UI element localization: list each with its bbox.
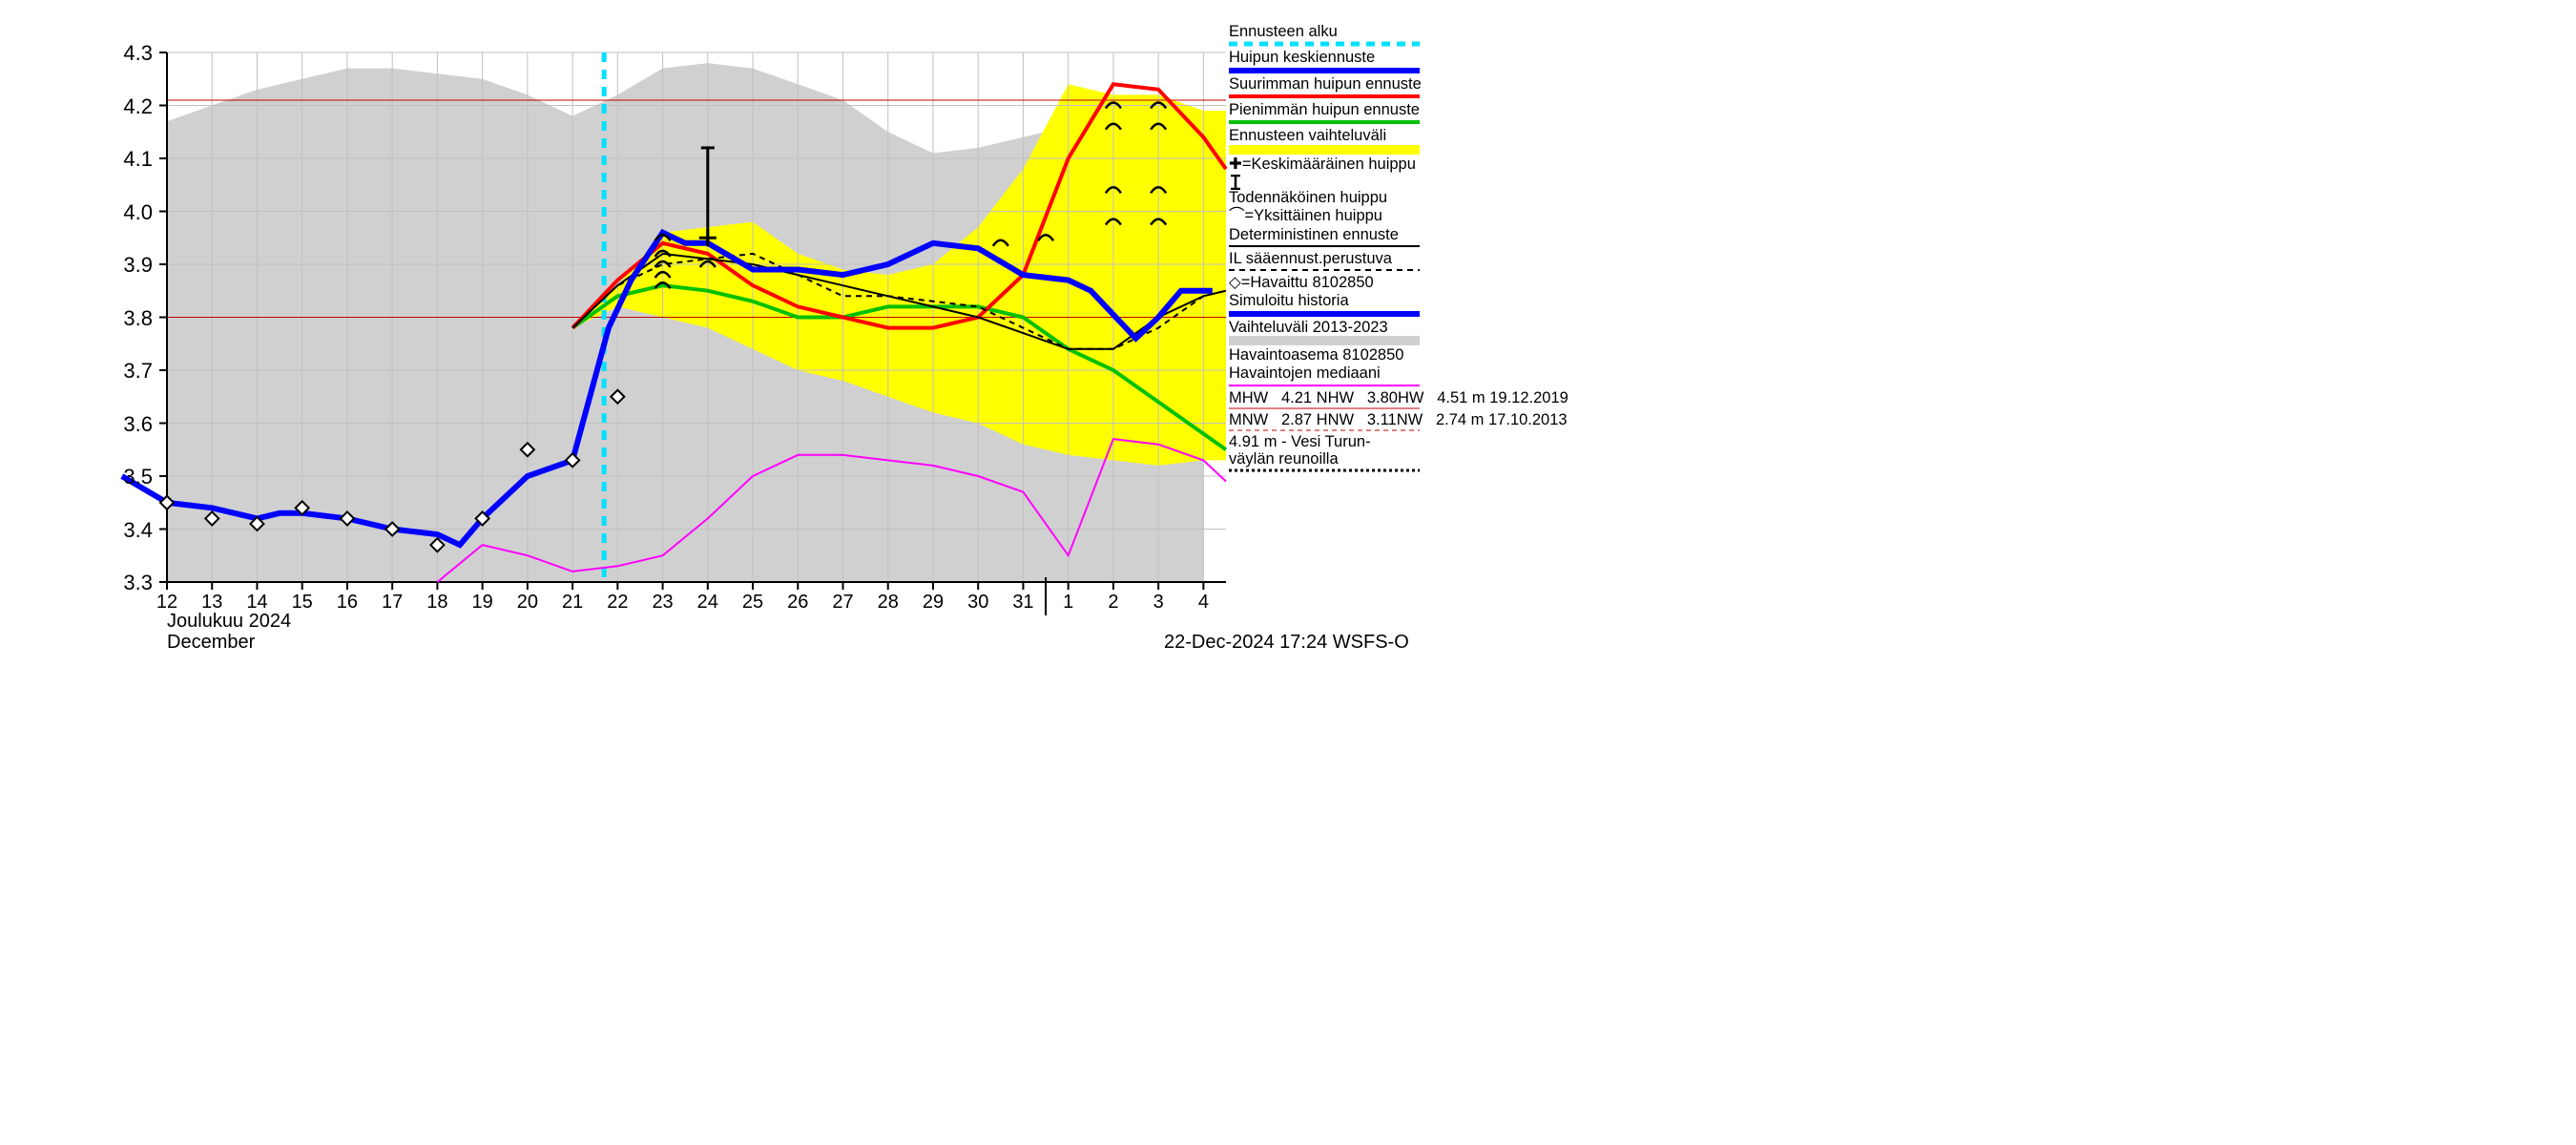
x-tick: 15 — [288, 592, 317, 614]
legend-item: Deterministinen ennuste — [1229, 227, 1429, 251]
x-tick: 25 — [738, 592, 767, 614]
y-tick: 3.6 — [95, 412, 153, 437]
y-tick: 4.3 — [95, 41, 153, 66]
legend-item: Todennäköinen huippu — [1229, 175, 1429, 208]
legend-item: ⌒=Yksittäinen huippu — [1229, 208, 1429, 226]
y-tick: 3.3 — [95, 571, 153, 595]
legend: Ennusteen alkuHuipun keskiennusteSuurimm… — [1229, 24, 1429, 475]
legend-item: Simuloitu historia — [1229, 293, 1429, 319]
x-tick: 26 — [783, 592, 812, 614]
legend-item: Vaihteluväli 2013-2023 — [1229, 320, 1429, 347]
timestamp-label: 22-Dec-2024 17:24 WSFS-O — [1164, 632, 1409, 654]
x-tick: 4 — [1189, 592, 1217, 614]
legend-item: Pienimmän huipun ennuste — [1229, 102, 1429, 128]
x-tick: 20 — [513, 592, 542, 614]
legend-item: IL sääennust.perustuva — [1229, 251, 1429, 275]
legend-stats: MHW 4.21 NHW 3.80HW 4.51 m 19.12.2019 — [1229, 390, 1429, 412]
y-tick: 3.8 — [95, 306, 153, 331]
y-tick: 3.4 — [95, 518, 153, 543]
x-tick: 30 — [964, 592, 992, 614]
legend-item: Huipun keskiennuste — [1229, 50, 1429, 75]
chart-container: Vedenkorkeus, 8102850 Espoonjoki, mootto… — [0, 0, 1431, 668]
chart-svg — [0, 0, 1431, 668]
x-tick: 27 — [829, 592, 858, 614]
legend-item: Ennusteen alku — [1229, 24, 1429, 50]
x-tick: 18 — [423, 592, 451, 614]
x-tick: 22 — [603, 592, 632, 614]
y-tick: 3.7 — [95, 359, 153, 384]
x-tick: 23 — [649, 592, 677, 614]
x-tick: 31 — [1008, 592, 1037, 614]
x-tick: 1 — [1054, 592, 1083, 614]
legend-item: ◇=Havaittu 8102850 — [1229, 275, 1429, 293]
legend-stats: 4.91 m - Vesi Turun-väylän reunoilla — [1229, 434, 1429, 475]
x-tick: 17 — [378, 592, 406, 614]
legend-item: Suurimman huipun ennuste — [1229, 76, 1429, 102]
month-label-fi: Joulukuu 2024 — [167, 611, 291, 633]
legend-item: ✚=Keskimääräinen huippu — [1229, 156, 1429, 175]
y-tick: 4.1 — [95, 147, 153, 172]
x-tick: 3 — [1144, 592, 1173, 614]
y-tick: 3.9 — [95, 253, 153, 278]
x-tick: 21 — [558, 592, 587, 614]
x-tick: 24 — [694, 592, 722, 614]
x-tick: 28 — [874, 592, 903, 614]
y-tick: 4.0 — [95, 200, 153, 225]
month-label-en: December — [167, 632, 255, 654]
x-tick: 2 — [1099, 592, 1128, 614]
legend-item: Havaintojen mediaani — [1229, 365, 1429, 389]
legend-item: Ennusteen vaihteluväli — [1229, 128, 1429, 156]
y-tick: 3.5 — [95, 465, 153, 489]
x-tick: 19 — [468, 592, 497, 614]
x-tick: 29 — [919, 592, 947, 614]
y-tick: 4.2 — [95, 94, 153, 119]
x-tick: 16 — [333, 592, 362, 614]
legend-item: Havaintoasema 8102850 — [1229, 347, 1429, 365]
legend-stats: MNW 2.87 HNW 3.11NW 2.74 m 17.10.2013 — [1229, 412, 1429, 434]
